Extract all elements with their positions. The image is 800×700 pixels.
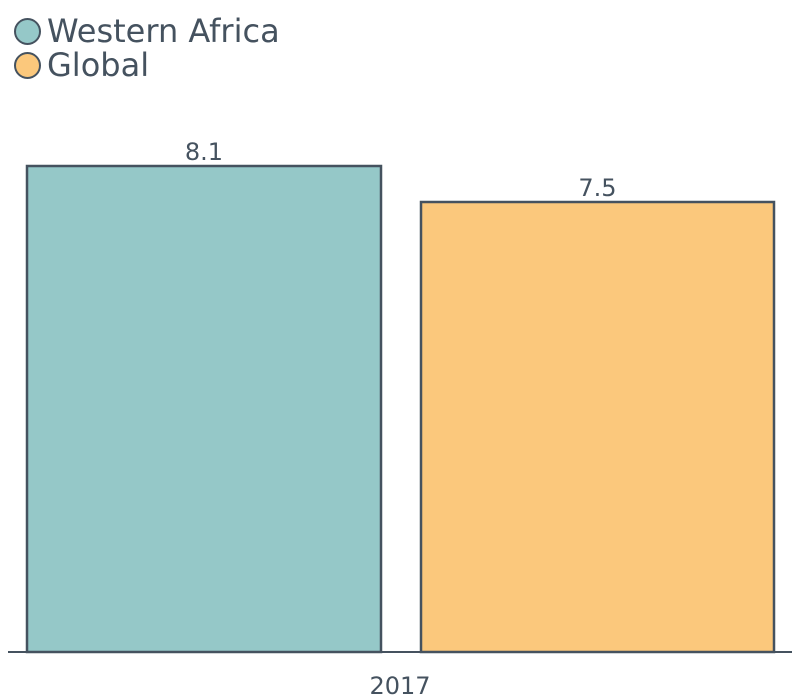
legend-item-global: Global xyxy=(14,48,280,82)
x-tick-label: 2017 xyxy=(369,672,430,700)
bar-global xyxy=(419,200,776,654)
bars-group: 8.1 7.5 xyxy=(25,138,776,654)
bar-western-africa xyxy=(25,164,383,654)
x-tick-labels: 2017 xyxy=(369,672,430,700)
legend-label-western-africa: Western Africa xyxy=(47,12,280,50)
legend-label-global: Global xyxy=(47,46,150,84)
data-label-global: 7.5 xyxy=(578,174,616,202)
legend-swatch-global xyxy=(14,51,41,79)
data-label-western-africa: 8.1 xyxy=(185,138,223,166)
legend: Western Africa Global xyxy=(14,14,280,82)
legend-item-western-africa: Western Africa xyxy=(14,14,280,48)
legend-swatch-western-africa xyxy=(14,17,41,45)
